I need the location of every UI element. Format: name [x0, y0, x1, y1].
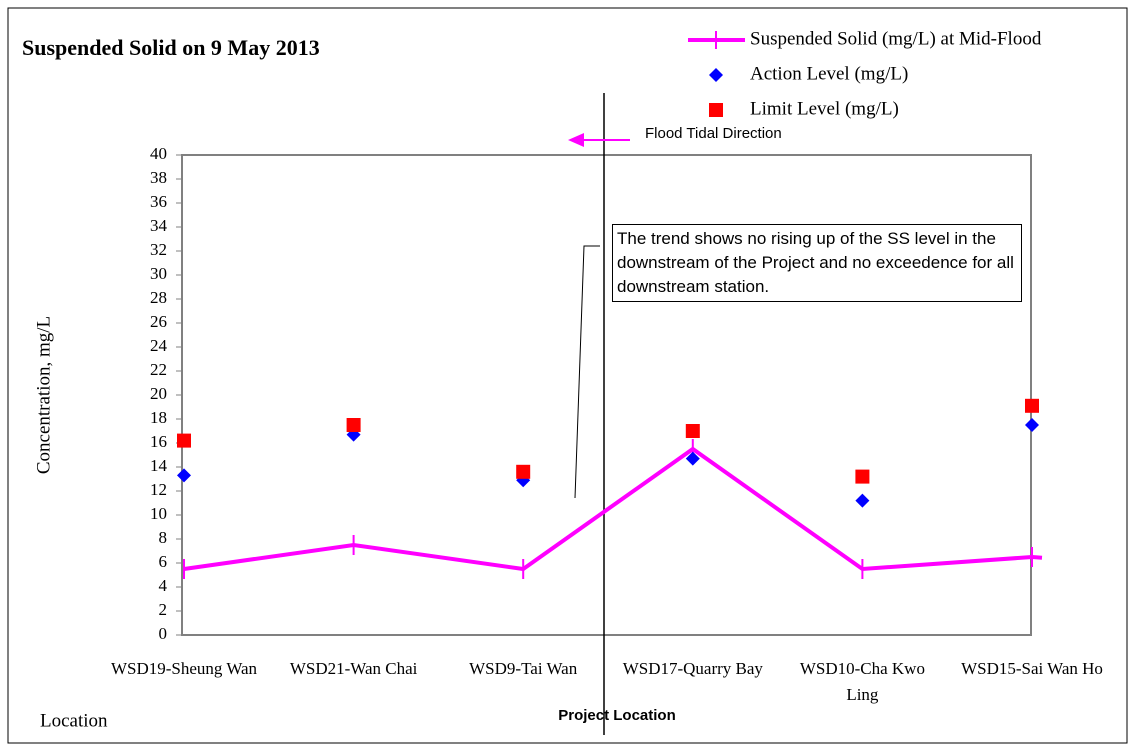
y-tick-label: 16 [150, 432, 167, 451]
project-location-label: Project Location [558, 707, 676, 724]
y-tick-label: 26 [150, 312, 167, 331]
y-tick-label: 34 [150, 216, 168, 235]
x-tick-label: WSD9-Tai Wan [469, 659, 578, 678]
series-marker [177, 468, 191, 483]
x-tick-label: WSD19-Sheung Wan [110, 659, 258, 678]
y-tick-label: 10 [150, 504, 167, 523]
y-tick-label: 36 [150, 192, 167, 211]
series-marker [1025, 398, 1039, 413]
series-marker [855, 493, 870, 508]
flood-direction-label: Flood Tidal Direction [645, 125, 782, 142]
y-tick-label: 18 [150, 408, 167, 427]
y-tick-label: 14 [150, 456, 168, 475]
y-tick-label: 22 [150, 360, 167, 379]
legend-label: Suspended Solid (mg/L) at Mid-Flood [750, 28, 1042, 49]
series-marker [685, 451, 700, 466]
y-tick-label: 40 [150, 144, 167, 163]
annotation-box: The trend shows no rising up of the SS l… [612, 224, 1022, 302]
y-tick-label: 20 [150, 384, 167, 403]
series-marker [855, 469, 870, 484]
series-line [183, 446, 1033, 572]
y-tick-label: 0 [159, 624, 168, 643]
y-tick-label: 38 [150, 168, 167, 187]
y-tick-label: 8 [159, 528, 168, 547]
x-tick-label: WSD10-Cha Kwo Ling [799, 659, 925, 704]
flood-arrow-head [568, 133, 584, 147]
series-marker [1025, 418, 1039, 432]
x-tick-label: WSD15-Sai Wan Ho [961, 659, 1103, 678]
outer-border [7, 7, 1128, 744]
y-axis-label: Concentration, mg/L [33, 316, 54, 474]
y-tick-label: 2 [159, 600, 168, 619]
y-tick-label: 30 [150, 264, 167, 283]
chart-title: Suspended Solid on 9 May 2013 [22, 35, 320, 60]
note-pointer [574, 245, 600, 499]
series-marker [685, 424, 700, 438]
y-tick-label: 12 [150, 480, 167, 499]
y-tick-label: 4 [159, 576, 168, 595]
y-tick-label: 28 [150, 288, 167, 307]
y-tick-label: 24 [150, 336, 168, 355]
x-tick-label: WSD21-Wan Chai [289, 659, 418, 678]
x-tick-label: WSD17-Quarry Bay [622, 659, 763, 678]
x-axis-label: Location [40, 710, 108, 731]
series-marker [177, 433, 191, 448]
y-tick-label: 6 [159, 552, 168, 571]
series-marker [346, 418, 361, 432]
legend-swatch [709, 68, 723, 82]
legend-label: Limit Level (mg/L) [750, 98, 899, 119]
legend-label: Action Level (mg/L) [750, 63, 908, 84]
y-tick-label: 32 [150, 240, 167, 259]
line-extension [1031, 555, 1043, 560]
series-marker [516, 464, 531, 479]
legend-swatch [709, 103, 723, 117]
